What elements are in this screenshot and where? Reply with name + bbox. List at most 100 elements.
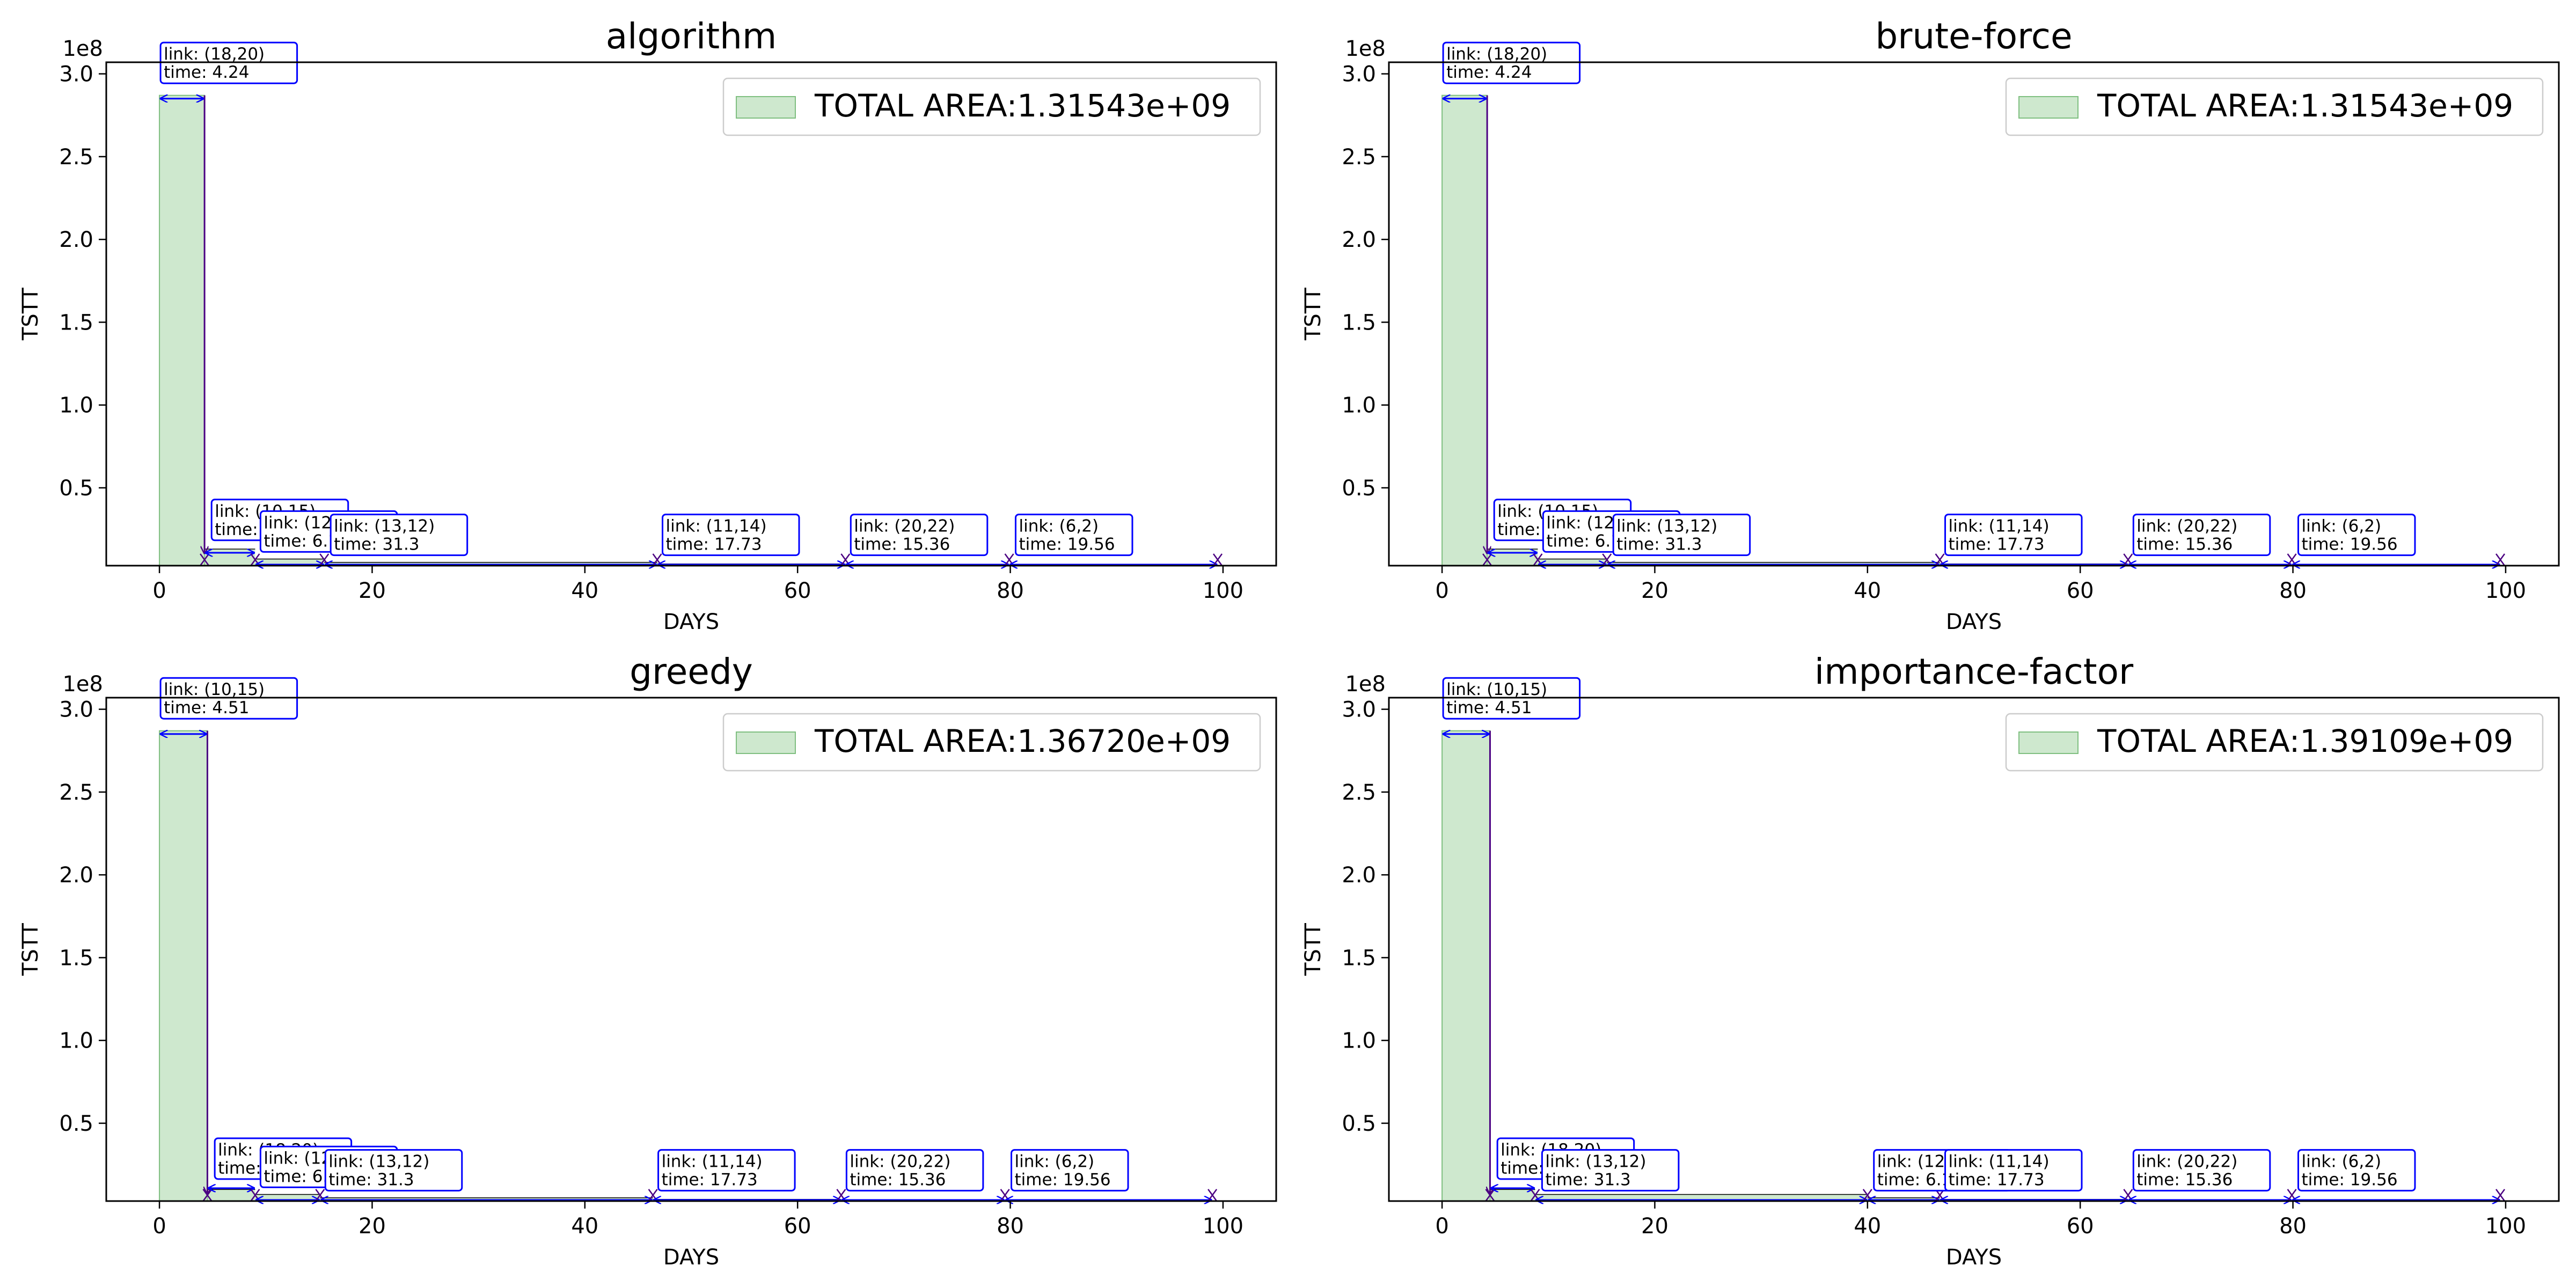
y-tick-label: 2.0 bbox=[59, 863, 93, 888]
annotation-link: link: (6,2) bbox=[1015, 1152, 1095, 1172]
annotation-time: time: 31.3 bbox=[1545, 1170, 1630, 1190]
axes-frame bbox=[1388, 61, 2560, 567]
annotation-link: link: (10,15) bbox=[1446, 680, 1547, 699]
legend-frame bbox=[2005, 77, 2544, 136]
x-tick-label: 0 bbox=[152, 579, 166, 603]
y-tick-label: 3.0 bbox=[1342, 698, 1376, 722]
x-tick-label: 0 bbox=[1435, 1214, 1448, 1239]
annotation-box bbox=[2132, 1149, 2271, 1192]
annotation-link: link: (20,22) bbox=[2136, 517, 2237, 536]
annotation-time: time: 15.36 bbox=[850, 1170, 946, 1190]
annotation-3: link: (13,12)time: 31.3 bbox=[330, 514, 469, 557]
annotation-box bbox=[2297, 1149, 2416, 1192]
annotation-box bbox=[845, 1149, 984, 1192]
y-offset-text: 1e8 bbox=[1345, 36, 1386, 61]
legend-label: TOTAL AREA:1.31543e+09 bbox=[814, 87, 1231, 124]
x-axis-label: DAYS bbox=[663, 1245, 719, 1270]
annotation-link: link: (20,22) bbox=[850, 1152, 950, 1172]
annotation-6: link: (6,2)time: 19.56 bbox=[2297, 514, 2416, 557]
legend-label: TOTAL AREA:1.39109e+09 bbox=[2097, 723, 2513, 759]
legend: TOTAL AREA:1.31543e+09 bbox=[722, 77, 1261, 136]
annotation-link: link: (18,20) bbox=[164, 45, 265, 64]
step-end-marker-6 bbox=[2495, 553, 2506, 566]
chart-panel-3: importance-factor link: (10,15)time: 4.51… bbox=[1301, 651, 2560, 1270]
legend-label: TOTAL AREA:1.36720e+09 bbox=[814, 723, 1231, 759]
x-tick-label: 40 bbox=[1854, 579, 1881, 603]
y-tick-label: 3.0 bbox=[1342, 62, 1376, 87]
chart-panel-1: brute-force link: (18,20)time: 4.24 link: … bbox=[1301, 16, 2560, 634]
annotation-link: link: (10,15) bbox=[164, 680, 265, 699]
x-tick-label: 0 bbox=[1435, 579, 1448, 603]
annotation-time: time: 19.56 bbox=[1019, 535, 1115, 554]
y-tick-label: 2.0 bbox=[1342, 863, 1376, 888]
axes-frame bbox=[105, 697, 1277, 1202]
y-tick-label: 2.0 bbox=[59, 228, 93, 252]
y-tick-label: 1.5 bbox=[59, 310, 93, 335]
annotation-4: link: (11,14)time: 17.73 bbox=[1944, 514, 2083, 557]
y-tick-label: 2.5 bbox=[1342, 780, 1376, 805]
annotation-box bbox=[1014, 514, 1133, 557]
axes-frame bbox=[1388, 697, 2560, 1202]
y-axis-label: TSTT bbox=[1301, 923, 1326, 976]
annotation-5: link: (20,22)time: 15.36 bbox=[2132, 514, 2271, 557]
y-offset-text: 1e8 bbox=[62, 672, 103, 697]
y-tick-label: 1.5 bbox=[59, 946, 93, 970]
y-tick-label: 2.5 bbox=[59, 145, 93, 170]
x-tick-label: 100 bbox=[2485, 579, 2526, 603]
annotation-box bbox=[1612, 514, 1751, 557]
annotation-time: time: 15.36 bbox=[854, 535, 950, 554]
annotation-box bbox=[657, 1149, 796, 1192]
y-offset-text: 1e8 bbox=[1345, 672, 1386, 697]
legend-frame bbox=[2005, 713, 2544, 772]
chart-title: greedy bbox=[630, 651, 753, 692]
legend: TOTAL AREA:1.31543e+09 bbox=[2005, 77, 2544, 136]
x-axis-label: DAYS bbox=[1946, 1245, 2002, 1270]
x-axis-label: DAYS bbox=[1946, 610, 2002, 634]
annotation-box bbox=[324, 1149, 463, 1192]
annotation-box bbox=[662, 514, 800, 557]
x-tick-label: 60 bbox=[784, 579, 811, 603]
area-fill-tall bbox=[159, 730, 208, 1202]
annotation-time: time: 31.3 bbox=[1616, 535, 1702, 554]
x-tick-label: 100 bbox=[2485, 1214, 2526, 1239]
x-tick-label: 80 bbox=[2279, 579, 2307, 603]
x-tick-label: 80 bbox=[997, 579, 1024, 603]
x-tick-label: 100 bbox=[1203, 579, 1243, 603]
legend-swatch bbox=[736, 731, 796, 754]
y-tick-label: 1.0 bbox=[1342, 1029, 1376, 1053]
annotation-2: link: (13,12)time: 31.3 bbox=[1541, 1149, 1680, 1192]
x-tick-label: 80 bbox=[2279, 1214, 2307, 1239]
annotation-link: link: (6,2) bbox=[2301, 517, 2381, 536]
x-tick-label: 40 bbox=[1854, 1214, 1881, 1239]
x-tick-label: 60 bbox=[2067, 1214, 2094, 1239]
annotation-link: link: (13,12) bbox=[334, 517, 435, 536]
area-fill-step-1 bbox=[204, 549, 255, 566]
area-fill-step-1 bbox=[1487, 549, 1538, 566]
annotation-6: link: (6,2)time: 19.56 bbox=[1011, 1149, 1129, 1192]
y-tick-label: 2.5 bbox=[1342, 145, 1376, 170]
x-tick-label: 40 bbox=[571, 1214, 598, 1239]
annotation-3: link: (13,12)time: 31.3 bbox=[324, 1149, 463, 1192]
y-tick-label: 3.0 bbox=[59, 62, 93, 87]
y-axis-label: TSTT bbox=[18, 923, 43, 976]
x-axis-label: DAYS bbox=[663, 610, 719, 634]
x-tick-label: 20 bbox=[358, 1214, 386, 1239]
annotation-link: link: (20,22) bbox=[2136, 1152, 2237, 1172]
y-tick-label: 2.5 bbox=[59, 780, 93, 805]
annotation-box bbox=[2297, 514, 2416, 557]
x-tick-label: 20 bbox=[358, 579, 386, 603]
chart-title: brute-force bbox=[1875, 16, 2072, 57]
legend: TOTAL AREA:1.36720e+09 bbox=[722, 713, 1261, 772]
annotation-box bbox=[2132, 514, 2271, 557]
x-tick-label: 20 bbox=[1641, 579, 1668, 603]
legend: TOTAL AREA:1.39109e+09 bbox=[2005, 713, 2544, 772]
y-tick-label: 1.0 bbox=[59, 393, 93, 418]
annotation-time: time: 19.56 bbox=[2301, 535, 2397, 554]
annotation-link: link: (6,2) bbox=[2301, 1152, 2381, 1172]
annotation-time: time: 15.36 bbox=[2136, 1170, 2233, 1190]
x-tick-label: 20 bbox=[1641, 1214, 1668, 1239]
annotation-link: link: (13,12) bbox=[1616, 517, 1717, 536]
legend-swatch bbox=[2018, 96, 2079, 119]
y-tick-label: 0.5 bbox=[1342, 1111, 1376, 1136]
